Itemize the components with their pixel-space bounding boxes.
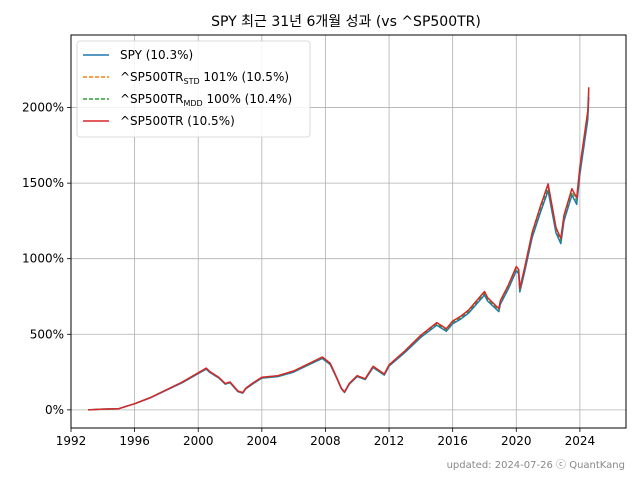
- y-tick-label: 1000%: [22, 252, 64, 266]
- x-tick-label: 2024: [565, 434, 596, 448]
- series-line-3: [88, 87, 590, 411]
- legend-suffix: 100% (10.4%): [203, 92, 292, 106]
- legend-label-3: ^SP500TR (10.5%): [120, 114, 235, 128]
- y-tick-label: 2000%: [22, 101, 64, 115]
- legend-name: ^SP500TR: [120, 70, 183, 84]
- y-tick-label: 1500%: [22, 176, 64, 190]
- y-tick-label: 500%: [30, 327, 64, 341]
- x-axis: 1992 1996 2000 2004 2008 2012 2016 2020 2024: [56, 428, 595, 448]
- legend-suffix: 101% (10.5%): [200, 70, 289, 84]
- legend: SPY (10.3%)^SP500TRSTD 101% (10.5%)^SP50…: [76, 40, 311, 138]
- x-tick-label: 2000: [183, 434, 214, 448]
- credit-annotation: updated: 2024-07-26 ⓒ QuantKang: [447, 459, 625, 471]
- x-tick-label: 1996: [119, 434, 150, 448]
- y-axis: 0% 500% 1000% 1500% 2000%: [22, 101, 71, 417]
- plot-frame: [70, 34, 627, 429]
- x-tick-label: 2012: [374, 434, 405, 448]
- chart-title: SPY 최근 31년 6개월 성과 (vs ^SP500TR): [211, 14, 481, 30]
- legend-name: SPY (10.3%): [120, 48, 193, 62]
- x-tick-label: 2020: [501, 434, 532, 448]
- legend-label-2: ^SP500TRMDD 100% (10.4%): [120, 92, 292, 108]
- x-tick-label: 2008: [310, 434, 341, 448]
- legend-box: [76, 40, 311, 138]
- series-lines: [88, 87, 590, 411]
- legend-name: ^SP500TR: [120, 92, 183, 106]
- y-tick-label: 0%: [45, 403, 64, 417]
- legend-label-0: SPY (10.3%): [120, 48, 193, 62]
- legend-subscript: STD: [183, 77, 199, 86]
- legend-subscript: MDD: [183, 99, 202, 108]
- legend-name: ^SP500TR (10.5%): [120, 114, 235, 128]
- x-tick-label: 1992: [56, 434, 87, 448]
- legend-label-1: ^SP500TRSTD 101% (10.5%): [120, 70, 289, 86]
- x-tick-label: 2004: [247, 434, 278, 448]
- x-tick-label: 2016: [437, 434, 468, 448]
